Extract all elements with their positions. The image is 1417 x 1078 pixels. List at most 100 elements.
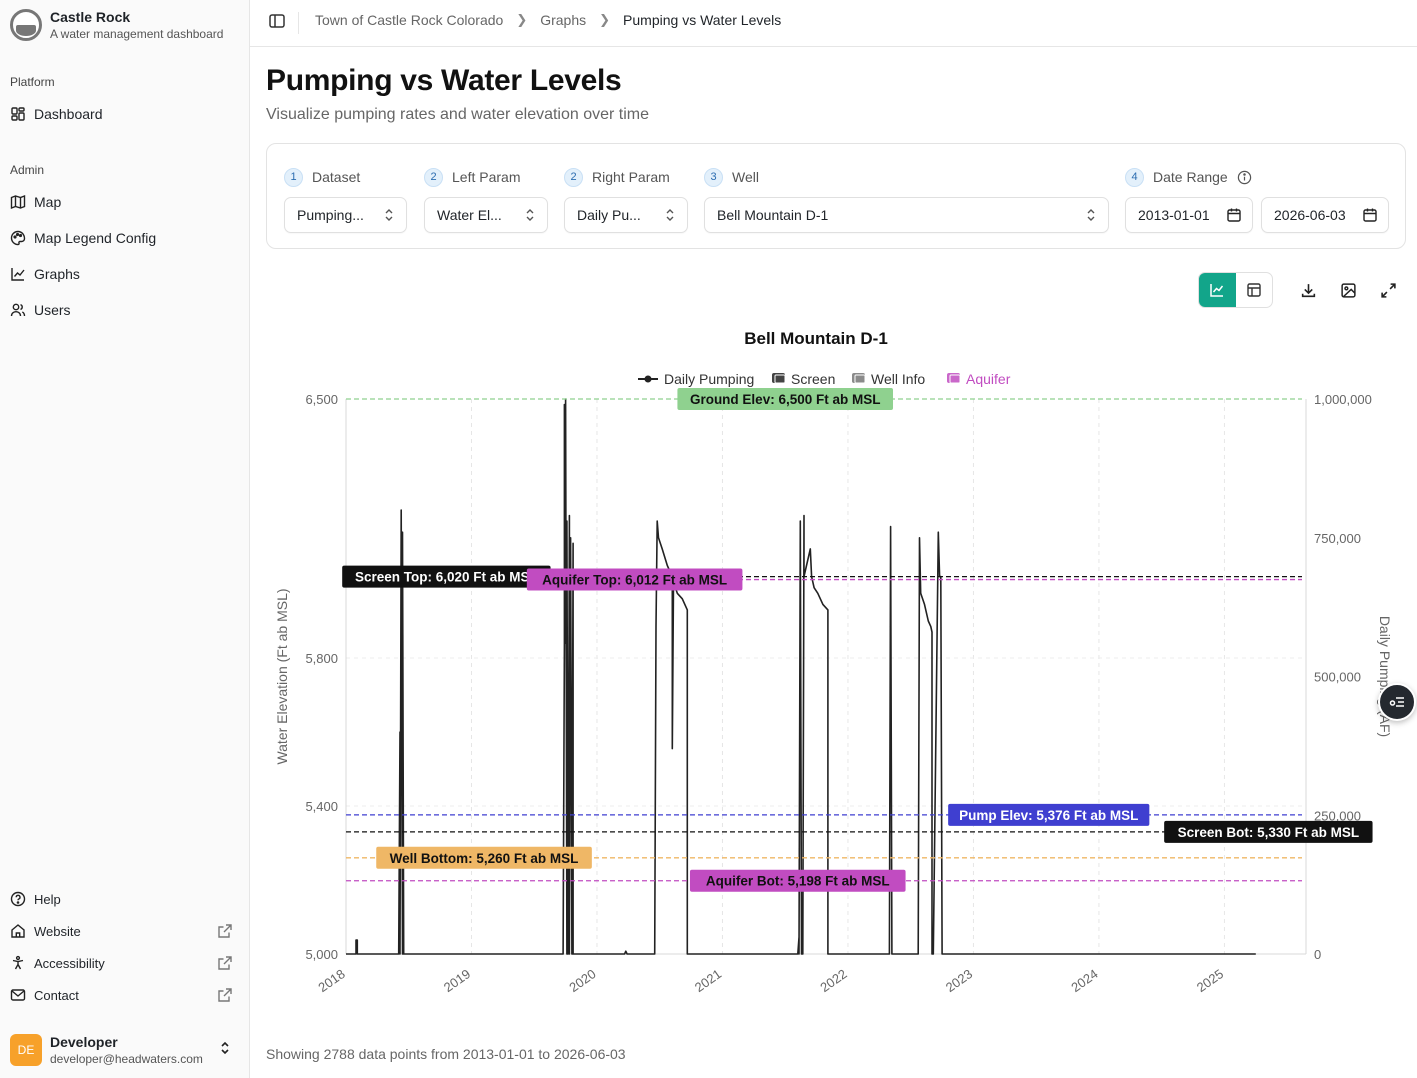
reference-label-text: Aquifer Bot: 5,198 Ft ab MSL xyxy=(706,874,890,889)
reference-label: Ground Elev: 6,500 Ft ab MSL xyxy=(677,388,894,410)
reference-label-bg xyxy=(376,846,592,869)
right-param-filter: 2 Right Param xyxy=(564,166,670,188)
user-email: developer@headwaters.com xyxy=(50,1051,203,1066)
home-icon xyxy=(11,924,25,938)
sidebar-item-label: Users xyxy=(34,302,71,318)
brand-logo xyxy=(10,9,42,41)
breadcrumb: Town of Castle Rock Colorado ❯ Graphs ❯ … xyxy=(315,12,781,28)
reference-label: Aquifer Top: 6,012 Ft ab MSL xyxy=(526,568,743,591)
sidebar-toggle-icon[interactable] xyxy=(268,12,286,30)
image-icon xyxy=(1340,282,1356,298)
sidebar: Castle Rock A water management dashboard… xyxy=(0,0,250,1078)
sidebar-item-help[interactable]: Help xyxy=(10,885,239,913)
data-points-summary: Showing 2788 data points from 2013-01-01… xyxy=(266,1046,626,1062)
reference-label-text: Aquifer Top: 6,012 Ft ab MSL xyxy=(542,573,727,588)
sidebar-item-label: Map xyxy=(34,194,62,210)
dataset-label: Dataset xyxy=(312,169,361,185)
y-tick-label: 5,800 xyxy=(305,651,338,666)
brand-subtitle: A water management dashboard xyxy=(50,27,224,41)
reference-label-text: Screen Bot: 5,330 Ft ab MSL xyxy=(1178,825,1360,840)
top-bar: Town of Castle Rock Colorado ❯ Graphs ❯ … xyxy=(250,0,1417,47)
list-settings-icon xyxy=(1389,697,1404,707)
save-image-button[interactable] xyxy=(1332,274,1364,306)
x-tick-label: 2025 xyxy=(1194,966,1226,995)
chart-view-icon xyxy=(1210,284,1224,297)
admin-group-label: Admin xyxy=(10,163,45,177)
sidebar-item-label: Website xyxy=(34,923,81,939)
sidebar-item-graphs[interactable]: Graphs xyxy=(10,260,239,288)
reference-label-bg xyxy=(948,803,1150,826)
reference-label-bg xyxy=(689,869,906,892)
dataset-value: Pumping... xyxy=(297,207,364,223)
x-tick-label: 2023 xyxy=(943,966,975,995)
sidebar-item-label: Map Legend Config xyxy=(34,230,157,246)
chevron-up-down-icon xyxy=(385,209,393,221)
reference-label-text: Pump Elev: 5,376 Ft ab MSL xyxy=(959,808,1138,823)
sidebar-item-website[interactable]: Website xyxy=(10,917,239,945)
chevron-up-down-icon xyxy=(1087,209,1095,221)
left-param-select[interactable]: Water El... xyxy=(424,197,548,233)
well-select[interactable]: Bell Mountain D-1 xyxy=(704,197,1109,233)
user-menu[interactable]: DE Developer developer@headwaters.com xyxy=(10,1032,239,1068)
page-subtitle: Visualize pumping rates and water elevat… xyxy=(266,106,650,123)
legend-swatch-inner xyxy=(949,374,961,384)
end-date-value: 2026-06-03 xyxy=(1274,207,1346,223)
reference-label-text: Screen Top: 6,020 Ft ab MSL xyxy=(355,570,538,585)
legend-item: Screen xyxy=(772,371,835,387)
reference-label: Screen Top: 6,020 Ft ab MSL xyxy=(342,565,551,588)
legend-label: Well Info xyxy=(871,371,925,387)
chevron-right-icon: ❯ xyxy=(599,12,611,27)
info-icon[interactable] xyxy=(1237,170,1252,185)
help-icon xyxy=(10,891,26,907)
left-param-filter: 2 Left Param xyxy=(424,166,520,188)
legend-item: Daily Pumping xyxy=(638,371,754,387)
breadcrumb-item-town[interactable]: Town of Castle Rock Colorado xyxy=(315,12,504,28)
chevron-up-down-icon xyxy=(526,209,534,221)
sidebar-item-map[interactable]: Map xyxy=(10,188,239,216)
sidebar-item-label: Help xyxy=(34,891,61,907)
right-param-select[interactable]: Daily Pu... xyxy=(564,197,688,233)
chevron-right-icon: ❯ xyxy=(516,12,528,27)
table-view-button[interactable] xyxy=(1236,273,1273,307)
mail-icon xyxy=(10,989,26,1001)
y-tick-label: 6,500 xyxy=(305,392,338,407)
download-icon xyxy=(1301,283,1315,297)
sidebar-item-map-legend-config[interactable]: Map Legend Config xyxy=(10,224,239,252)
end-date-input[interactable]: 2026-06-03 xyxy=(1261,197,1389,233)
reference-label-bg xyxy=(677,388,894,410)
expand-icon xyxy=(1380,282,1396,298)
download-button[interactable] xyxy=(1292,274,1324,306)
page-title: Pumping vs Water Levels xyxy=(266,64,622,97)
step-badge: 2 xyxy=(564,167,583,187)
avatar: DE xyxy=(10,1034,42,1066)
sidebar-item-users[interactable]: Users xyxy=(10,296,239,324)
y2-tick-label: 500,000 xyxy=(1314,670,1361,685)
breadcrumb-item-graphs[interactable]: Graphs xyxy=(540,12,587,28)
fullscreen-button[interactable] xyxy=(1372,274,1404,306)
chart-view-button[interactable] xyxy=(1199,273,1236,307)
external-link-icon xyxy=(218,956,232,970)
step-badge: 3 xyxy=(704,167,723,187)
chart-options-button[interactable] xyxy=(1378,683,1416,721)
palette-icon xyxy=(10,230,26,246)
y-axis-title: Water Elevation (Ft ab MSL) xyxy=(274,588,290,764)
reference-label-text: Ground Elev: 6,500 Ft ab MSL xyxy=(690,392,881,407)
start-date-input[interactable]: 2013-01-01 xyxy=(1125,197,1253,233)
map-icon xyxy=(10,194,26,210)
sidebar-item-contact[interactable]: Contact xyxy=(10,981,239,1009)
sidebar-item-label: Accessibility xyxy=(34,955,105,971)
sidebar-item-accessibility[interactable]: Accessibility xyxy=(10,949,239,977)
well-label: Well xyxy=(732,169,759,185)
sidebar-item-dashboard[interactable]: Dashboard xyxy=(10,100,239,128)
chart-title: Bell Mountain D-1 xyxy=(744,329,888,348)
dataset-filter: 1 Dataset xyxy=(284,166,360,188)
user-name: Developer xyxy=(50,1033,118,1050)
dataset-select[interactable]: Pumping... xyxy=(284,197,407,233)
breadcrumb-item-current: Pumping vs Water Levels xyxy=(623,12,782,28)
view-toggle xyxy=(1198,272,1273,308)
chart-icon xyxy=(11,268,25,281)
brand[interactable]: Castle Rock A water management dashboard xyxy=(10,8,223,42)
pumping-vs-water-levels-chart[interactable]: Bell Mountain D-1 Daily Pumping Screen Well… xyxy=(250,320,1417,1020)
well-value: Bell Mountain D-1 xyxy=(717,207,829,223)
right-param-value: Daily Pu... xyxy=(577,207,641,223)
